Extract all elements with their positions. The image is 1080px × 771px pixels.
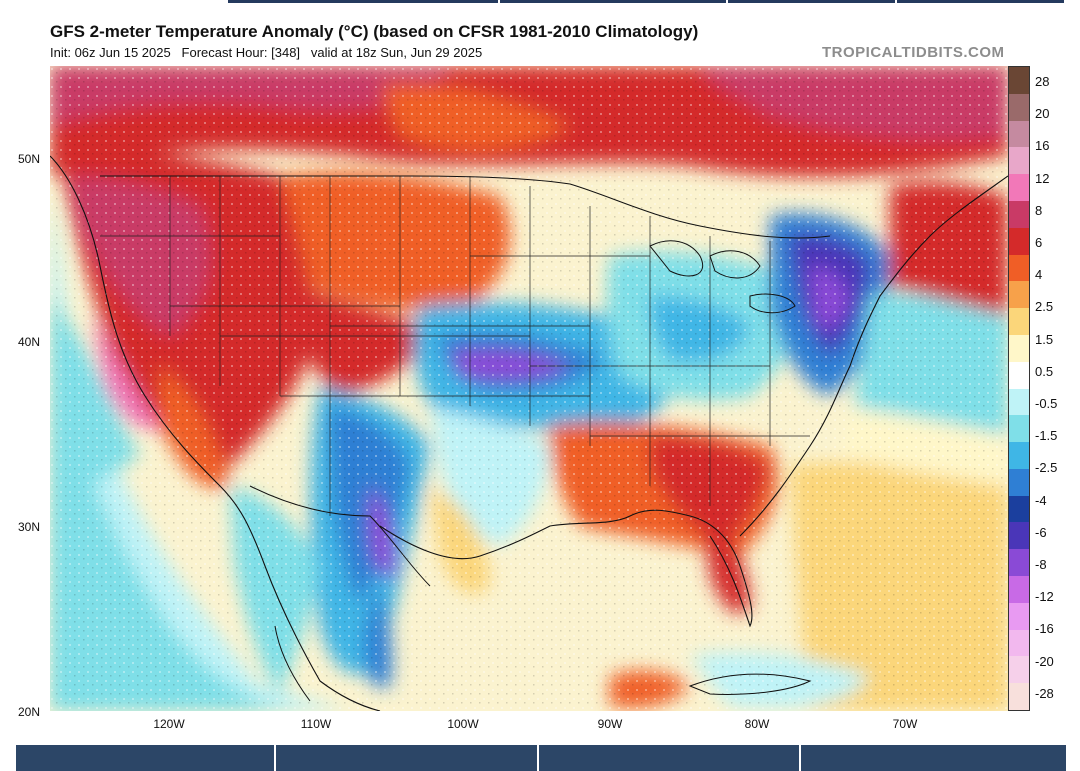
bottom-navigation-bar [16, 745, 1066, 771]
lat-label-30n: 30N [18, 520, 41, 534]
color-scale-label: 2.5 [1035, 299, 1054, 315]
color-swatch-cyan-m1.5 [1009, 415, 1029, 443]
boundaries [50, 155, 1008, 711]
lon-label-70w: 70W [892, 717, 918, 731]
forecast-hour: Forecast Hour: [348] [181, 45, 301, 60]
pacific-coastline [50, 155, 381, 711]
color-swatch-white-0 [1009, 361, 1029, 389]
color-scale-label: -8 [1035, 557, 1047, 572]
nav-divider [726, 0, 728, 3]
color-scale-label: -28 [1035, 685, 1054, 701]
color-swatch-indigo-m8 [1009, 522, 1029, 550]
canada-border [100, 175, 831, 239]
color-scale-label: 0.5 [1035, 363, 1054, 379]
color-scale-bar [1008, 66, 1030, 711]
color-scale-label: 28 [1035, 74, 1050, 89]
color-scale-label: 4 [1035, 267, 1043, 283]
color-swatch-pink-16 [1009, 120, 1029, 148]
map-subtitle: Init: 06z Jun 15 2025 Forecast Hour: [34… [50, 45, 482, 60]
color-scale-label: 6 [1035, 235, 1043, 250]
color-swatch-magenta-8 [1009, 174, 1029, 202]
color-swatch-crimson-6 [1009, 200, 1029, 229]
color-scale-label: 8 [1035, 202, 1043, 218]
color-swatch-red-4 [1009, 227, 1029, 256]
nav-divider [799, 745, 801, 771]
lat-label-50n: 50N [18, 152, 41, 166]
mexico-border [249, 485, 431, 587]
color-scale-label: 12 [1035, 170, 1050, 186]
color-swatch-pink-12 [1009, 147, 1029, 175]
lat-label-20n: 20N [18, 705, 41, 719]
color-swatch-yellow-0.5 [1009, 308, 1029, 336]
lat-label-40n: 40N [18, 335, 41, 349]
color-scale-label: -20 [1035, 653, 1054, 669]
color-scale-label: -6 [1035, 524, 1047, 540]
color-swatch-lavender-m16 [1009, 576, 1029, 604]
color-swatch-rose-20 [1009, 93, 1029, 122]
color-swatch-violet-m12 [1009, 549, 1029, 577]
great-lakes [649, 240, 796, 314]
lon-label-110w: 110W [300, 717, 332, 731]
atlantic-coastline [739, 175, 1008, 537]
map-title: GFS 2-meter Temperature Anomaly (°C) (ba… [50, 22, 699, 41]
state-lines [100, 176, 810, 516]
site-watermark: TROPICALTIDBITS.COM [822, 44, 1005, 61]
color-swatch-blue-m4 [1009, 468, 1029, 497]
color-swatch-sky-m2.5 [1009, 442, 1029, 470]
temperature-anomaly-map[interactable] [50, 66, 1008, 711]
color-swatch-pinklav-m20 [1009, 602, 1029, 631]
cuba [688, 673, 812, 695]
color-swatch-brown-28 [1009, 67, 1029, 95]
color-swatch-palepink [1009, 656, 1029, 684]
color-swatch-lightcyan-m0.5 [1009, 388, 1029, 416]
color-scale-label: 20 [1035, 106, 1050, 122]
color-scale-label: -12 [1035, 589, 1054, 605]
color-scale-label: 16 [1035, 138, 1050, 154]
lon-label-120w: 120W [153, 717, 185, 731]
color-swatch-navy-m6 [1009, 495, 1029, 523]
valid-time: valid at 18z Sun, Jun 29 2025 [310, 45, 483, 60]
lon-label-100w: 100W [447, 717, 479, 731]
color-swatch-cream-0 [1009, 334, 1029, 363]
color-scale-label: -2.5 [1035, 460, 1058, 476]
nav-divider [498, 0, 500, 3]
nav-divider [895, 0, 897, 3]
color-swatch-paleorange [1009, 683, 1029, 711]
nav-divider [537, 745, 539, 771]
color-scale-label: -16 [1035, 621, 1054, 637]
top-navigation-bar [228, 0, 1064, 3]
init-time: Init: 06z Jun 15 2025 [50, 45, 171, 60]
color-swatch-blush-m28 [1009, 629, 1029, 657]
lon-label-90w: 90W [597, 717, 623, 731]
lon-label-80w: 80W [744, 717, 770, 731]
nav-divider [274, 745, 276, 771]
color-scale-label: 1.5 [1035, 331, 1054, 347]
color-swatch-orange-2.5 [1009, 254, 1029, 282]
color-swatch-lightorange-1.5 [1009, 281, 1029, 309]
noise-texture [50, 66, 1008, 711]
color-scale-label: -4 [1035, 492, 1047, 508]
color-scale-label: -1.5 [1035, 428, 1058, 444]
baja-peninsula [274, 625, 311, 702]
color-scale-label: -0.5 [1035, 396, 1058, 411]
gulf-coastline [379, 509, 753, 628]
